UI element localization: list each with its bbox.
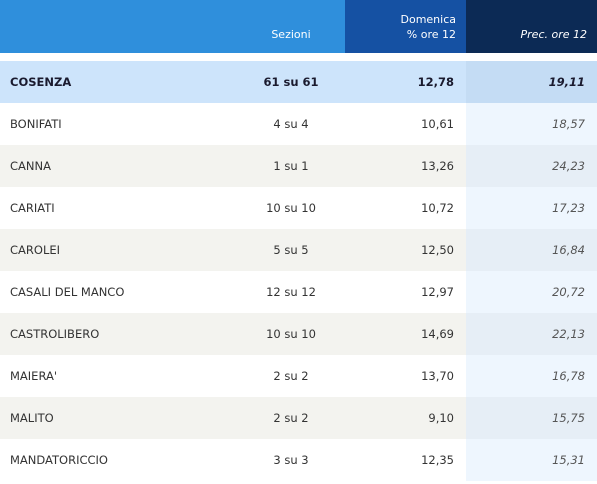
table-row: MAIERA' 2 su 2 13,70 16,78: [0, 355, 597, 397]
row-sezioni: 61 su 61: [263, 75, 319, 89]
row-domenica: 12,35: [421, 453, 454, 467]
table-row-total: COSENZA 61 su 61 12,78 19,11: [0, 61, 597, 103]
row-name: COSENZA: [10, 75, 72, 89]
row-sezioni: 4 su 4: [273, 117, 309, 131]
row-name: MANDATORICCIO: [10, 453, 108, 467]
table-row: CANNA 1 su 1 13,26 24,23: [0, 145, 597, 187]
row-sezioni: 10 su 10: [266, 327, 316, 341]
row-prec: 15,75: [466, 397, 597, 439]
row-prec: 24,23: [466, 145, 597, 187]
row-prec: 18,57: [466, 103, 597, 145]
row-prec: 22,13: [466, 313, 597, 355]
row-domenica: 13,70: [421, 369, 454, 383]
table-row: CAROLEI 5 su 5 12,50 16,84: [0, 229, 597, 271]
row-sezioni: 5 su 5: [273, 243, 309, 257]
header-domenica: Domenica % ore 12: [345, 0, 466, 53]
table-row: MANDATORICCIO 3 su 3 12,35 15,31: [0, 439, 597, 481]
row-domenica: 12,97: [421, 285, 454, 299]
table-row: MALITO 2 su 2 9,10 15,75: [0, 397, 597, 439]
table-row: CASALI DEL MANCO 12 su 12 12,97 20,72: [0, 271, 597, 313]
header-blank: [0, 0, 237, 53]
header-domenica-line1: Domenica: [400, 13, 457, 26]
row-sezioni: 1 su 1: [273, 159, 309, 173]
row-domenica: 9,10: [428, 411, 454, 425]
row-sezioni: 12 su 12: [266, 285, 316, 299]
row-prec: 16,78: [466, 355, 597, 397]
row-prec: 16,84: [466, 229, 597, 271]
row-name: MAIERA': [10, 369, 57, 383]
row-prec: 20,72: [466, 271, 597, 313]
row-domenica: 10,72: [421, 201, 454, 215]
table-row: CARIATI 10 su 10 10,72 17,23: [0, 187, 597, 229]
row-name: CASTROLIBERO: [10, 327, 100, 341]
table-row: BONIFATI 4 su 4 10,61 18,57: [0, 103, 597, 145]
row-name: CARIATI: [10, 201, 55, 215]
row-name: CANNA: [10, 159, 51, 173]
row-prec: 15,31: [466, 439, 597, 481]
row-prec: 17,23: [466, 187, 597, 229]
row-name: MALITO: [10, 411, 54, 425]
row-domenica: 12,78: [417, 75, 454, 89]
header-prec: Prec. ore 12: [466, 0, 597, 53]
row-domenica: 12,50: [421, 243, 454, 257]
row-name: CAROLEI: [10, 243, 61, 257]
table-header: Sezioni Domenica % ore 12 Prec. ore 12: [0, 0, 597, 53]
row-domenica: 14,69: [421, 327, 454, 341]
row-sezioni: 2 su 2: [273, 369, 309, 383]
header-gap: [0, 53, 597, 61]
header-domenica-line2: % ore 12: [406, 28, 456, 41]
row-sezioni: 10 su 10: [266, 201, 316, 215]
row-domenica: 13,26: [421, 159, 454, 173]
table-row: CASTROLIBERO 10 su 10 14,69 22,13: [0, 313, 597, 355]
row-sezioni: 2 su 2: [273, 411, 309, 425]
row-sezioni: 3 su 3: [273, 453, 309, 467]
header-sezioni: Sezioni: [237, 0, 345, 53]
row-domenica: 10,61: [421, 117, 454, 131]
row-prec: 19,11: [466, 61, 597, 103]
row-name: BONIFATI: [10, 117, 62, 131]
row-name: CASALI DEL MANCO: [10, 285, 125, 299]
